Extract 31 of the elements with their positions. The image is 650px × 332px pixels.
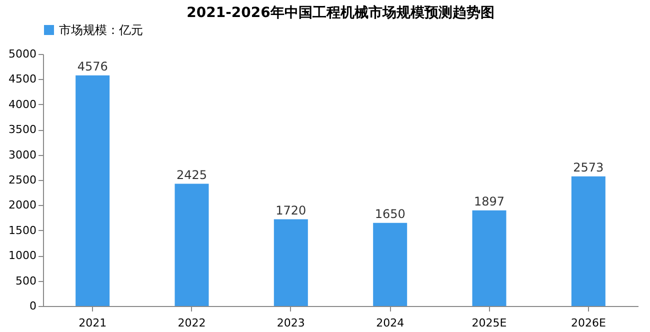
x-tick-label: 2022	[178, 316, 206, 330]
y-tick-label: 0	[30, 300, 36, 312]
legend-label: 市场规模：亿元	[59, 23, 143, 37]
data-label: 2573	[573, 160, 604, 174]
data-label: 1897	[474, 194, 505, 208]
y-tick-label: 1500	[8, 224, 36, 237]
x-tick-label: 2024	[376, 316, 404, 330]
x-tick-label: 2023	[276, 316, 305, 330]
bar	[174, 184, 209, 306]
x-tick-label: 2021	[78, 316, 107, 330]
data-label: 2425	[176, 168, 208, 182]
bar	[472, 210, 506, 306]
x-tick-label: 2026E	[570, 316, 606, 330]
data-label: 1650	[374, 206, 406, 221]
chart-title: 2021-2026年中国工程机械市场规模预测趋势图	[186, 4, 494, 21]
data-label: 1720	[276, 203, 306, 218]
bar	[571, 176, 606, 306]
bar	[373, 222, 408, 306]
y-tick-label: 3500	[8, 123, 36, 136]
data-label: 4576	[77, 59, 108, 74]
y-tick-label: 1000	[8, 249, 36, 262]
y-tick-label: 500	[16, 274, 36, 288]
y-tick-label: 2500	[8, 174, 36, 186]
y-tick-label: 4000	[8, 98, 36, 111]
x-tick-label: 2025E	[472, 316, 507, 330]
y-tick-label: 3000	[8, 148, 36, 162]
y-tick-label: 4500	[8, 72, 36, 86]
y-tick-label: 5000	[8, 48, 36, 60]
bar	[76, 75, 110, 306]
y-tick-label: 2000	[8, 198, 36, 212]
bar	[274, 219, 308, 306]
